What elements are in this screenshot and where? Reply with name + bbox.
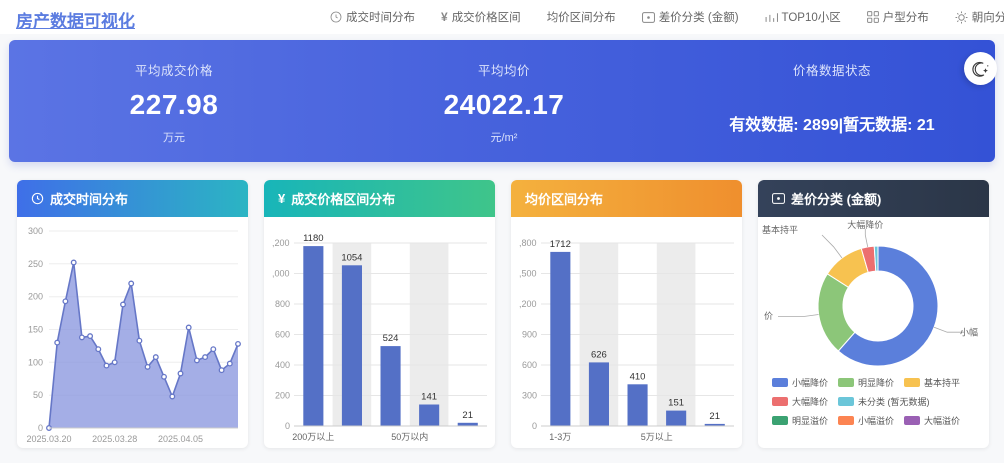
svg-text:800: 800 xyxy=(275,299,290,309)
svg-text:大幅降价: 大幅降价 xyxy=(847,219,883,230)
svg-text:200: 200 xyxy=(275,391,290,401)
svg-text:小幅: 小幅 xyxy=(960,327,978,338)
svg-text:0: 0 xyxy=(532,421,537,431)
svg-text:1054: 1054 xyxy=(341,252,362,263)
svg-text:600: 600 xyxy=(275,330,290,340)
svg-text:410: 410 xyxy=(630,371,646,382)
svg-text:250: 250 xyxy=(28,259,43,269)
svg-text:2025.04.05: 2025.04.05 xyxy=(158,434,203,444)
svg-text:21: 21 xyxy=(462,410,473,421)
svg-text:200: 200 xyxy=(28,292,43,302)
svg-text:基本持平: 基本持平 xyxy=(762,224,798,235)
svg-text:141: 141 xyxy=(421,392,437,403)
svg-text:626: 626 xyxy=(591,349,607,360)
svg-text:1-3万: 1-3万 xyxy=(549,432,571,442)
svg-text:150: 150 xyxy=(28,325,43,335)
svg-text:300: 300 xyxy=(28,226,43,236)
svg-text:900: 900 xyxy=(522,330,537,340)
svg-text:300: 300 xyxy=(522,391,537,401)
svg-text:1180: 1180 xyxy=(303,233,323,244)
svg-text:1712: 1712 xyxy=(550,239,571,250)
svg-text:,200: ,200 xyxy=(272,238,290,248)
svg-text:524: 524 xyxy=(383,333,399,344)
svg-text:600: 600 xyxy=(522,360,537,370)
svg-text:200万以上: 200万以上 xyxy=(292,432,334,442)
svg-text:50万以内: 50万以内 xyxy=(391,431,428,442)
svg-text:2025.03.28: 2025.03.28 xyxy=(92,434,137,444)
svg-text:,500: ,500 xyxy=(519,269,537,279)
svg-text:,800: ,800 xyxy=(519,238,537,248)
svg-text:,000: ,000 xyxy=(272,269,290,279)
svg-text:21: 21 xyxy=(709,411,720,422)
svg-text:价: 价 xyxy=(764,311,773,321)
svg-text:5万以上: 5万以上 xyxy=(641,432,673,442)
svg-text:0: 0 xyxy=(285,421,290,431)
svg-text:151: 151 xyxy=(668,398,684,409)
svg-text:0: 0 xyxy=(38,423,43,433)
svg-text:2025.03.20: 2025.03.20 xyxy=(26,434,71,444)
svg-text:100: 100 xyxy=(28,357,43,367)
svg-text:50: 50 xyxy=(33,390,43,400)
svg-text:400: 400 xyxy=(275,360,290,370)
svg-text:,200: ,200 xyxy=(519,299,537,309)
